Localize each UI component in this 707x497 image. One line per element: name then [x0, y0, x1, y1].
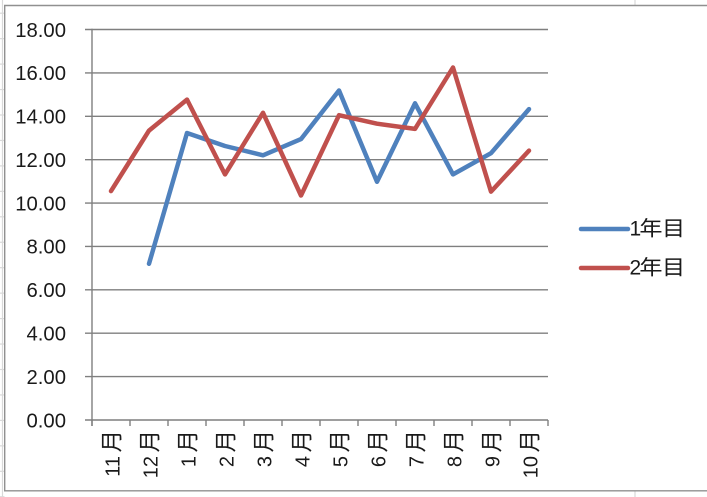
- svg-text:6: 6: [369, 456, 391, 467]
- svg-text:10: 10: [521, 456, 543, 478]
- svg-text:18.00: 18.00: [15, 20, 66, 42]
- svg-text:9: 9: [483, 456, 505, 467]
- svg-text:12.00: 12.00: [15, 150, 66, 172]
- svg-text:8: 8: [445, 456, 467, 467]
- svg-text:14.00: 14.00: [15, 107, 66, 129]
- svg-text:1: 1: [179, 456, 201, 467]
- svg-text:2: 2: [630, 257, 642, 280]
- svg-text:8.00: 8.00: [27, 237, 66, 259]
- svg-text:2: 2: [217, 456, 239, 467]
- svg-text:11: 11: [103, 456, 125, 477]
- svg-text:6.00: 6.00: [27, 280, 66, 302]
- svg-text:3: 3: [255, 456, 277, 467]
- svg-text:10.00: 10.00: [15, 193, 66, 215]
- svg-text:2.00: 2.00: [27, 367, 66, 389]
- svg-text:4: 4: [293, 456, 315, 467]
- svg-text:16.00: 16.00: [15, 63, 66, 85]
- svg-text:0.00: 0.00: [27, 410, 66, 432]
- svg-text:5: 5: [331, 456, 353, 467]
- svg-text:1: 1: [630, 218, 642, 241]
- svg-text:12: 12: [141, 456, 163, 478]
- svg-text:4.00: 4.00: [27, 324, 66, 346]
- svg-text:7: 7: [407, 456, 429, 467]
